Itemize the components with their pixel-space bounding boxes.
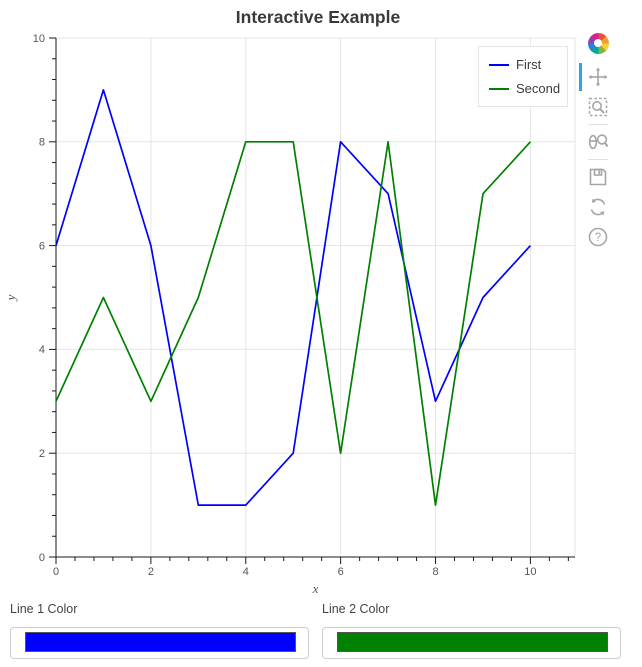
pan-icon: [588, 67, 608, 87]
line1-color-input[interactable]: [10, 627, 309, 659]
x-tick-label: 8: [432, 566, 438, 578]
legend-item: Second: [489, 81, 567, 96]
x-tick-label: 10: [524, 566, 536, 578]
legend-label-first: First: [516, 57, 542, 72]
y-tick-label: 10: [33, 33, 45, 45]
plot-canvas[interactable]: 0 2 4 6 8 10 0 2 4 6 8 10 x y: [0, 0, 642, 602]
legend-line-sample-first: [489, 63, 509, 66]
line2-color-swatch: [337, 632, 608, 652]
wheel-zoom-icon: [588, 134, 609, 150]
x-tick-label: 6: [338, 566, 344, 578]
pan-tool-button[interactable]: [578, 62, 618, 92]
save-icon: [589, 168, 607, 186]
y-tick-label: 6: [39, 240, 45, 252]
line1-color-picker: Line 1 Color: [10, 603, 309, 659]
line1-color-swatch: [25, 632, 296, 652]
svg-text:?: ?: [595, 232, 601, 244]
toolbar-separator: [588, 159, 608, 160]
toolbar-separator: [588, 124, 608, 125]
legend-item: First: [489, 57, 567, 72]
x-tick-label: 2: [148, 566, 154, 578]
save-tool-button[interactable]: [578, 162, 618, 192]
x-axis-label: x: [312, 581, 319, 596]
bokeh-toolbar: ?: [576, 30, 620, 252]
bokeh-logo-button[interactable]: [578, 30, 618, 56]
help-icon: ?: [588, 227, 608, 247]
line2-color-label: Line 2 Color: [322, 602, 390, 616]
x-tick-label: 4: [243, 566, 249, 578]
reset-tool-button[interactable]: [578, 192, 618, 222]
y-axis-label: y: [3, 294, 18, 302]
legend-label-second: Second: [516, 81, 561, 96]
y-tick-label: 0: [39, 552, 45, 564]
series-line-first: [55, 89, 532, 506]
line2-color-picker: Line 2 Color: [322, 603, 621, 659]
active-tool-indicator: [579, 63, 582, 91]
line1-color-label: Line 1 Color: [10, 602, 78, 616]
reset-icon: [590, 198, 606, 216]
series-line-second: [55, 140, 532, 506]
line2-color-input[interactable]: [322, 627, 621, 659]
y-tick-label: 2: [39, 448, 45, 460]
x-tick-label: 0: [53, 566, 59, 578]
legend: First Second: [478, 46, 568, 107]
plot-frame: [55, 37, 576, 558]
help-tool-button[interactable]: ?: [578, 222, 618, 252]
wheel-zoom-tool-button[interactable]: [578, 127, 618, 157]
bokeh-logo-icon: [587, 32, 609, 54]
y-tick-label: 8: [39, 137, 45, 149]
plot-title: Interactive Example: [235, 7, 401, 27]
box-zoom-icon: [588, 97, 608, 117]
y-tick-label: 4: [39, 344, 45, 356]
legend-line-sample-second: [489, 87, 509, 90]
box-zoom-tool-button[interactable]: [578, 92, 618, 122]
widgets-row: Line 1 Color Line 2 Color: [10, 603, 632, 659]
